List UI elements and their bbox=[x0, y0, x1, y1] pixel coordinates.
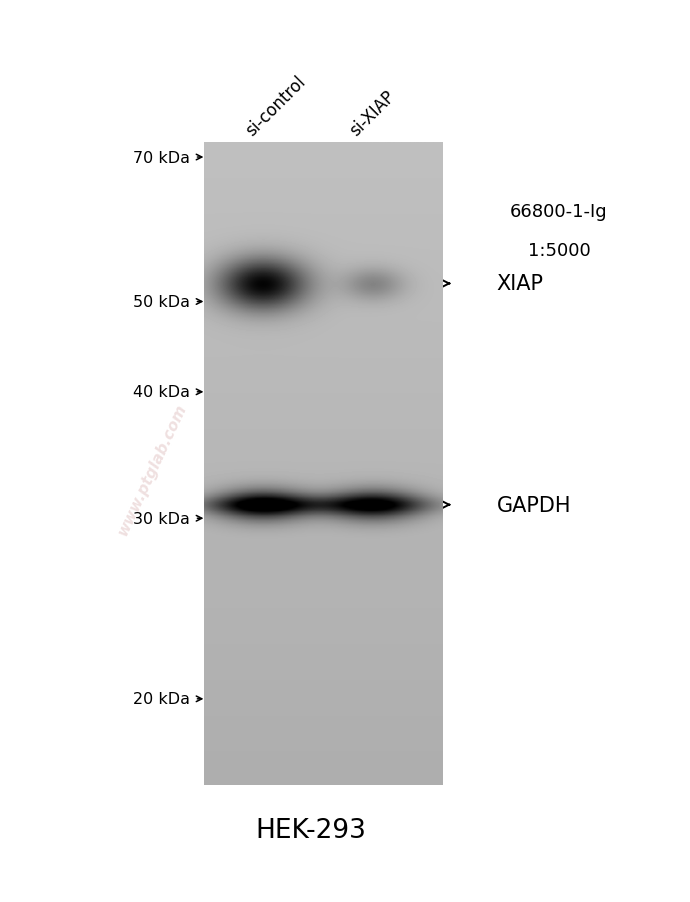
Text: HEK-293: HEK-293 bbox=[255, 817, 366, 842]
Text: www.ptglab.com: www.ptglab.com bbox=[115, 400, 189, 538]
Text: 20 kDa: 20 kDa bbox=[132, 692, 190, 706]
Text: si-control: si-control bbox=[243, 73, 310, 140]
Text: si-XIAP: si-XIAP bbox=[346, 87, 399, 140]
Text: 66800-1-Ig: 66800-1-Ig bbox=[510, 203, 608, 221]
Text: 70 kDa: 70 kDa bbox=[132, 151, 190, 165]
Text: 50 kDa: 50 kDa bbox=[132, 295, 190, 309]
Text: XIAP: XIAP bbox=[497, 274, 544, 294]
Text: GAPDH: GAPDH bbox=[497, 495, 571, 515]
Text: 30 kDa: 30 kDa bbox=[133, 511, 190, 526]
Text: 1:5000: 1:5000 bbox=[528, 242, 590, 260]
Text: 40 kDa: 40 kDa bbox=[132, 385, 190, 400]
